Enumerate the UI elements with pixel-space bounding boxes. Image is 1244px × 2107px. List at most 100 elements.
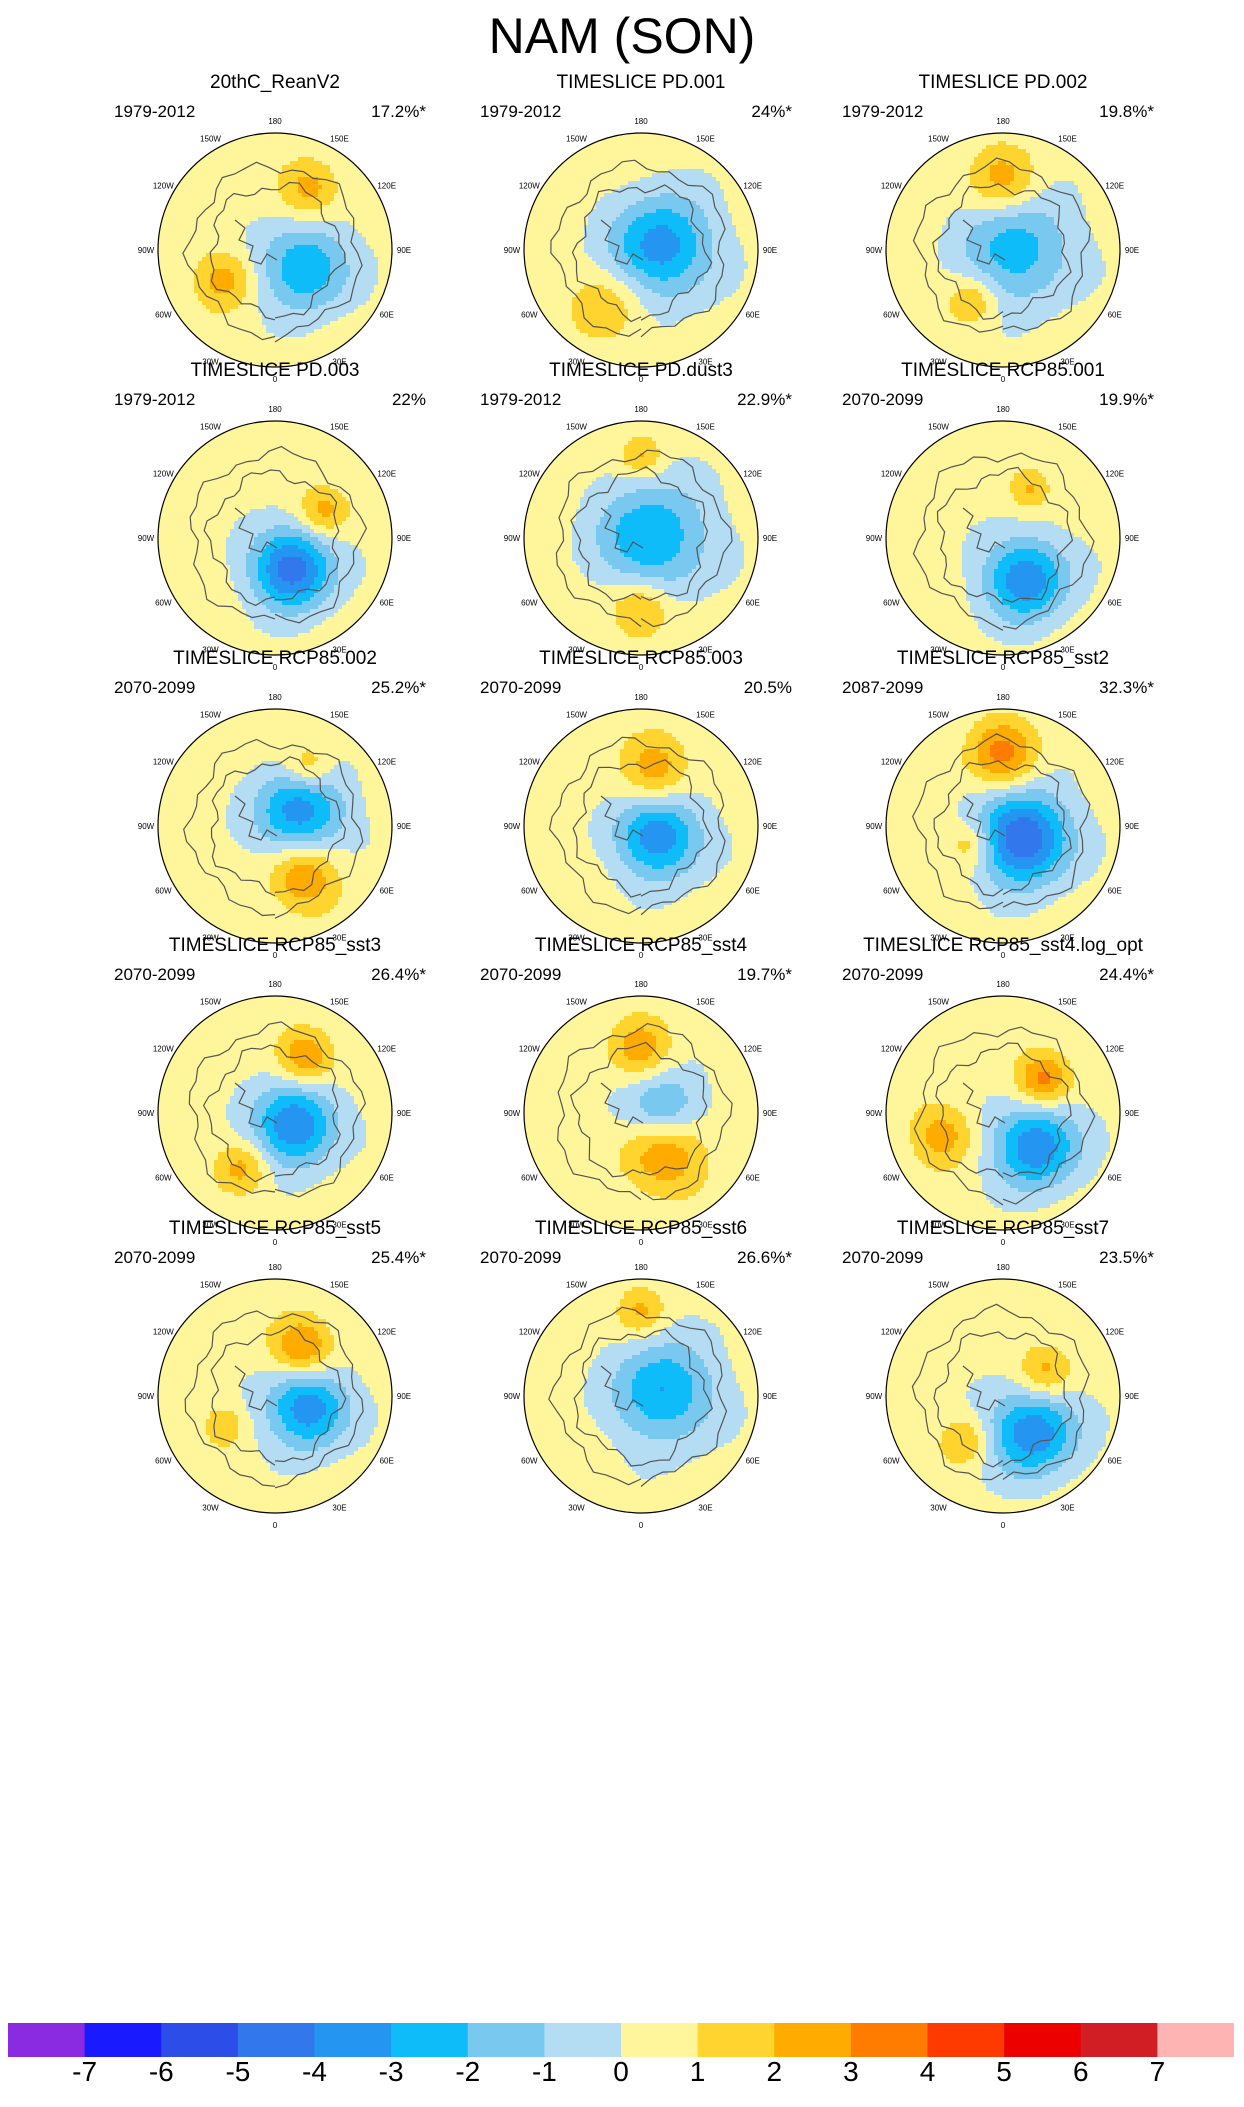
field-cell xyxy=(206,217,211,222)
field-cell xyxy=(250,269,255,274)
field-cell xyxy=(696,181,701,186)
field-cell xyxy=(258,213,263,218)
field-cell xyxy=(286,165,291,170)
field-cell xyxy=(354,317,359,322)
field-cell xyxy=(190,273,195,278)
field-cell xyxy=(218,253,223,258)
field-cell xyxy=(158,285,163,290)
field-cell xyxy=(752,141,757,146)
field-cell xyxy=(552,149,557,154)
field-cell xyxy=(274,201,279,206)
field-cell xyxy=(310,181,315,186)
field-cell xyxy=(234,357,239,362)
field-cell xyxy=(564,193,569,198)
field-cell xyxy=(660,193,665,198)
field-cell xyxy=(166,281,171,286)
field-cell xyxy=(206,297,211,302)
field-cell xyxy=(306,165,311,170)
field-cell xyxy=(370,161,375,166)
field-cell xyxy=(342,165,347,170)
field-cell xyxy=(290,157,295,162)
field-cell xyxy=(334,325,339,330)
field-cell xyxy=(306,161,311,166)
field-cell xyxy=(568,169,573,174)
field-cell xyxy=(326,177,331,182)
field-cell xyxy=(342,205,347,210)
field-cell xyxy=(346,149,351,154)
field-cell xyxy=(628,209,633,214)
field-cell xyxy=(218,189,223,194)
field-cell xyxy=(696,205,701,210)
field-cell xyxy=(708,221,713,226)
field-cell xyxy=(600,133,605,138)
field-cell xyxy=(278,137,283,142)
field-cell xyxy=(374,333,379,338)
field-cell xyxy=(736,153,741,158)
field-cell xyxy=(712,221,717,226)
field-cell xyxy=(170,329,175,334)
field-cell xyxy=(374,325,379,330)
field-cell xyxy=(358,273,363,278)
field-cell xyxy=(536,141,541,146)
field-cell xyxy=(684,149,689,154)
field-cell xyxy=(274,221,279,226)
field-cell xyxy=(226,329,231,334)
field-cell xyxy=(306,149,311,154)
field-cell xyxy=(186,225,191,230)
field-cell xyxy=(740,165,745,170)
field-cell xyxy=(564,217,569,222)
field-cell xyxy=(652,141,657,146)
field-cell xyxy=(318,261,323,266)
field-cell xyxy=(544,229,549,234)
field-cell xyxy=(314,205,319,210)
field-cell xyxy=(278,185,283,190)
field-cell xyxy=(720,189,725,194)
field-cell xyxy=(632,209,637,214)
field-cell xyxy=(636,201,641,206)
field-cell xyxy=(186,145,191,150)
field-cell xyxy=(298,201,303,206)
field-cell xyxy=(262,177,267,182)
field-cell xyxy=(294,277,299,282)
field-cell xyxy=(274,325,279,330)
field-cell xyxy=(166,269,171,274)
field-cell xyxy=(636,221,641,226)
field-cell xyxy=(274,305,279,310)
field-cell xyxy=(254,305,259,310)
field-cell xyxy=(214,237,219,242)
field-cell xyxy=(306,297,311,302)
field-cell xyxy=(362,277,367,282)
field-cell xyxy=(202,277,207,282)
field-cell xyxy=(326,193,331,198)
field-cell xyxy=(322,137,327,142)
field-cell xyxy=(270,189,275,194)
field-cell xyxy=(182,241,187,246)
field-cell xyxy=(680,141,685,146)
field-cell xyxy=(636,225,641,230)
field-cell xyxy=(190,245,195,250)
field-cell xyxy=(596,165,601,170)
field-cell xyxy=(346,293,351,298)
field-cell xyxy=(386,329,391,334)
field-cell xyxy=(358,185,363,190)
field-cell xyxy=(644,205,649,210)
field-cell xyxy=(362,349,367,354)
field-cell xyxy=(660,173,665,178)
field-cell xyxy=(190,133,195,138)
field-cell xyxy=(552,193,557,198)
field-cell xyxy=(354,149,359,154)
field-cell xyxy=(728,145,733,150)
field-cell xyxy=(628,161,633,166)
field-cell xyxy=(740,221,745,226)
field-cell xyxy=(378,257,383,262)
field-cell xyxy=(250,205,255,210)
field-cell xyxy=(724,149,729,154)
field-cell xyxy=(382,325,387,330)
field-cell xyxy=(266,297,271,302)
field-cell xyxy=(178,329,183,334)
field-cell xyxy=(314,261,319,266)
field-cell xyxy=(330,205,335,210)
field-cell xyxy=(242,261,247,266)
field-cell xyxy=(350,281,355,286)
field-cell xyxy=(318,317,323,322)
